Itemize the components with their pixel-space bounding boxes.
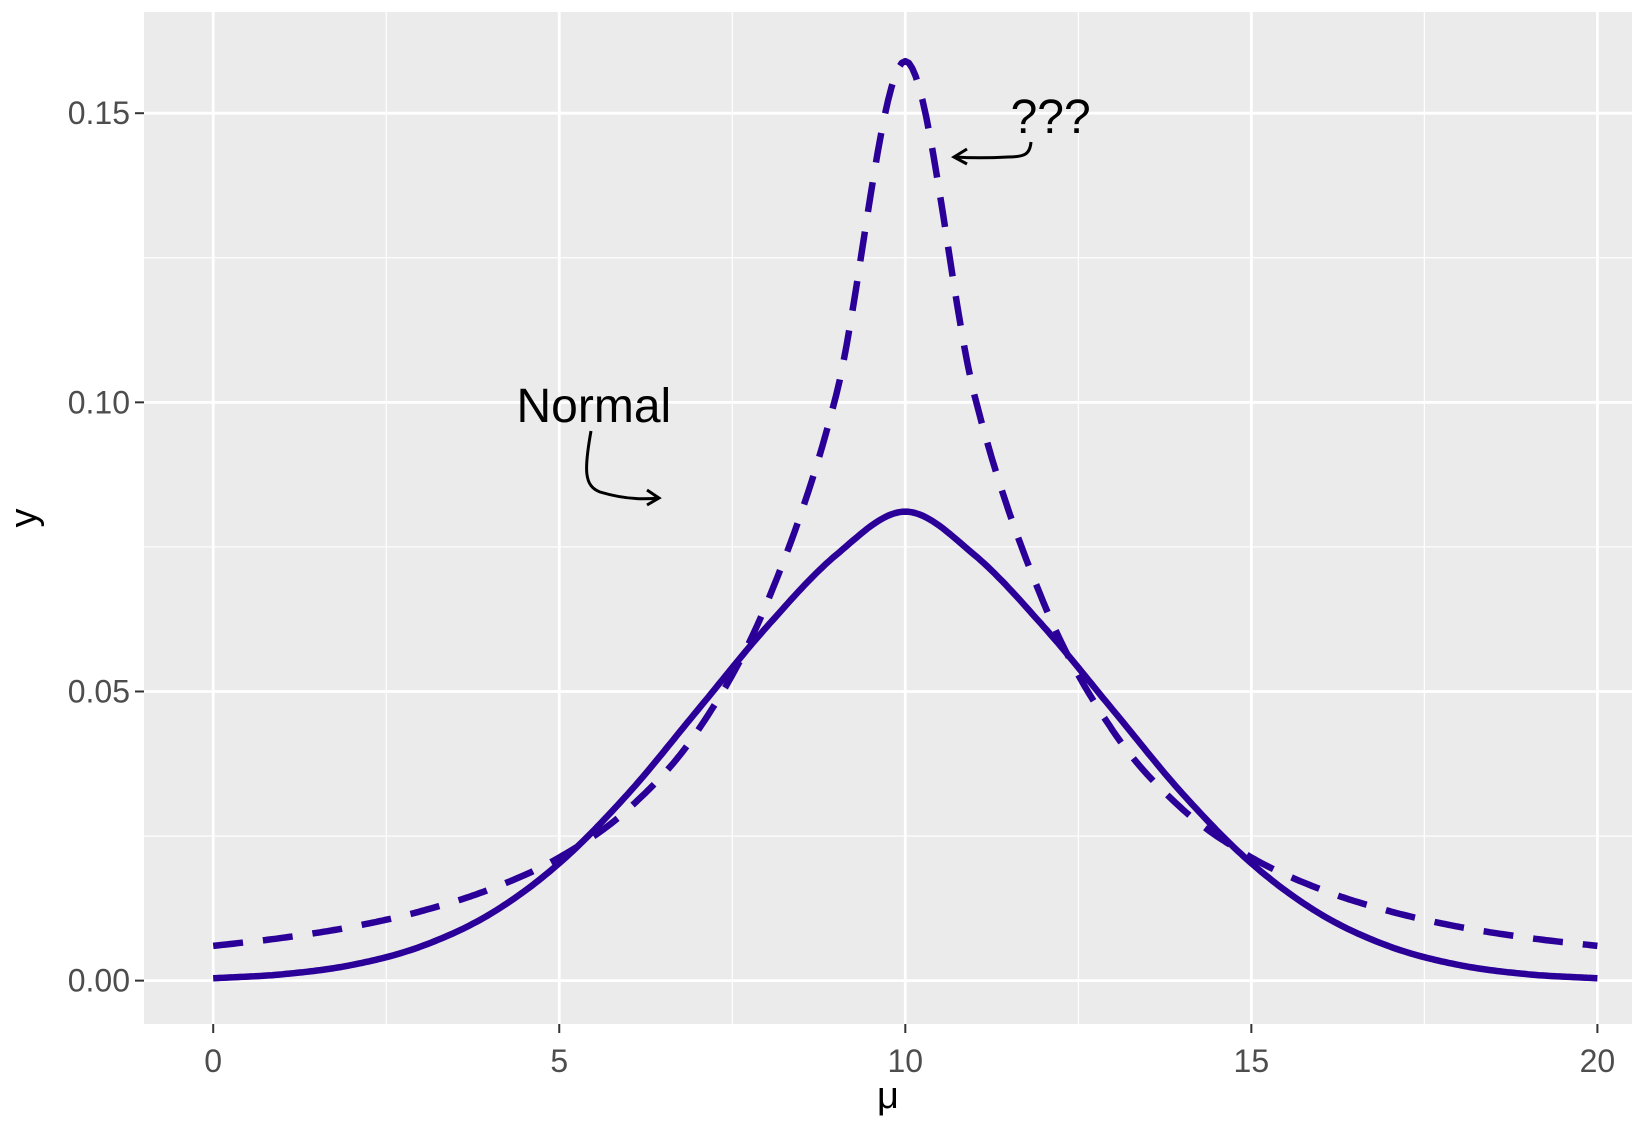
y-tick-label: 0.15 [68, 95, 130, 131]
annotation-unknown: ??? [1011, 91, 1091, 144]
x-tick-label: 10 [888, 1043, 924, 1079]
annotation-normal-arrowhead [646, 488, 662, 507]
series-line-dashed [212, 57, 1598, 950]
y-tick-label: 0.00 [68, 963, 130, 999]
series-line-normal [213, 508, 1598, 982]
annotation-normal-arrow [585, 430, 659, 501]
x-tick-label: 15 [1234, 1043, 1270, 1079]
x-tick-label: 0 [204, 1043, 222, 1079]
annotation-unknown-arrowhead [950, 147, 968, 166]
y-axis: 0.00 0.05 0.10 0.15 [68, 95, 144, 999]
x-tick-label: 20 [1580, 1043, 1616, 1079]
x-tick-label: 5 [550, 1043, 568, 1079]
annotation-normal: Normal [517, 380, 672, 433]
x-axis: 0 5 10 15 20 [204, 1024, 1615, 1079]
annotation-unknown-arrow [954, 141, 1033, 160]
series-lines [212, 57, 1598, 982]
y-tick-label: 0.05 [68, 673, 130, 709]
y-tick-label: 0.10 [68, 384, 130, 420]
minor-grid [144, 12, 1632, 1024]
y-axis-title: y [3, 509, 45, 528]
x-axis-title: μ [877, 1075, 899, 1117]
